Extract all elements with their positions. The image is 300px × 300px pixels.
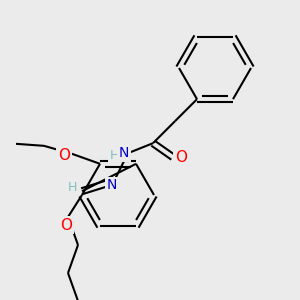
Text: N: N <box>119 146 129 160</box>
Text: N: N <box>107 178 117 192</box>
Text: O: O <box>175 150 187 165</box>
Text: H: H <box>67 181 77 194</box>
Text: H: H <box>109 149 119 162</box>
Text: O: O <box>60 218 72 232</box>
Text: O: O <box>58 148 70 163</box>
